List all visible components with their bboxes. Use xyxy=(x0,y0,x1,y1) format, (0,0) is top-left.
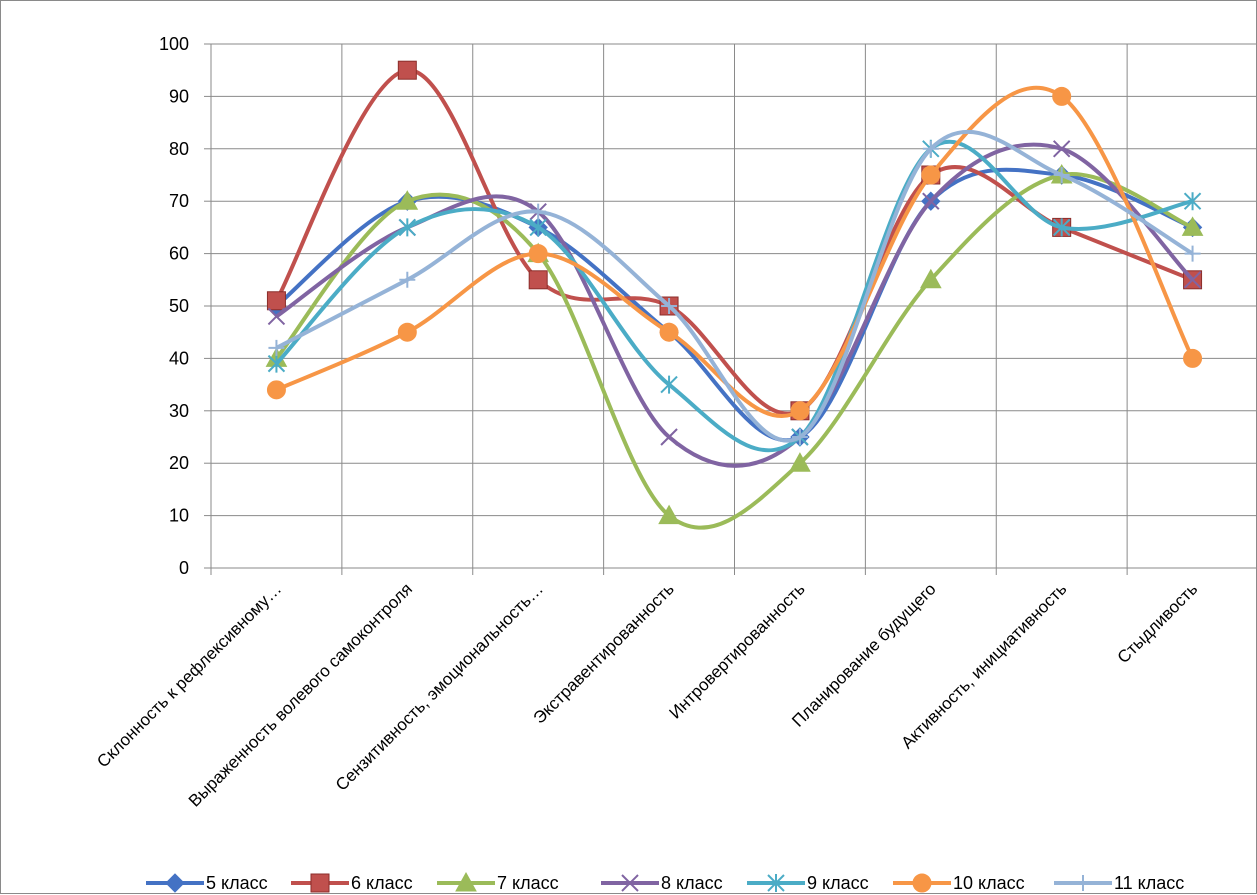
x-axis-ticks: Склонность к рефлексивному…Выраженность … xyxy=(93,579,1201,810)
x-tick-label: Планирование будущего xyxy=(788,579,939,730)
data-point xyxy=(919,268,942,289)
data-point xyxy=(268,339,285,356)
data-point xyxy=(659,322,679,342)
y-tick-label: 80 xyxy=(169,139,189,159)
data-point xyxy=(790,401,810,421)
data-point xyxy=(397,322,417,342)
y-tick-label: 70 xyxy=(169,191,189,211)
legend-marker xyxy=(310,873,330,893)
data-point xyxy=(1052,140,1071,158)
data-point xyxy=(529,218,547,237)
legend-item: 8 класс xyxy=(601,873,723,893)
data-point xyxy=(1181,216,1204,236)
legend-label: 8 класс xyxy=(661,873,723,893)
legend-label: 5 класс xyxy=(206,873,268,893)
data-point xyxy=(1052,86,1072,106)
data-point xyxy=(396,190,419,210)
y-tick-label: 50 xyxy=(169,296,189,316)
series-6 xyxy=(266,85,1203,421)
data-point xyxy=(1053,167,1070,183)
data-point xyxy=(922,192,940,210)
legend-item: 5 класс xyxy=(146,873,268,893)
data-point xyxy=(266,380,286,400)
data-point xyxy=(399,271,416,288)
x-tick-label: Интровертированность xyxy=(666,579,809,722)
data-point xyxy=(921,165,941,185)
data-point xyxy=(660,375,678,394)
y-tick-label: 30 xyxy=(169,401,189,421)
data-point xyxy=(528,244,548,264)
data-point xyxy=(266,291,286,311)
x-tick-label: Стыдливость xyxy=(1114,579,1202,667)
y-axis-ticks: 0 10 20 30 40 50 60 70 80 90 100 xyxy=(159,34,211,578)
legend-marker xyxy=(455,871,477,892)
legend: 5 класс 6 класс 7 класс 8 класс 9 класс 10 кл… xyxy=(146,871,1184,893)
series-line xyxy=(275,129,1194,443)
series-7 xyxy=(268,129,1201,445)
legend-marker xyxy=(912,873,932,893)
legend-marker xyxy=(165,873,185,893)
data-point xyxy=(661,298,678,314)
series-line xyxy=(274,172,1194,530)
legend-label: 6 класс xyxy=(351,873,413,893)
data-point xyxy=(530,203,547,220)
data-point xyxy=(658,504,680,525)
y-tick-label: 20 xyxy=(169,453,189,473)
legend-label: 10 класс xyxy=(953,873,1025,893)
y-tick-label: 0 xyxy=(179,558,189,578)
y-tick-label: 90 xyxy=(169,86,189,106)
x-tick-label: Сензитивность, эмоциональность… xyxy=(332,579,547,794)
legend-item: 10 класс xyxy=(893,873,1025,893)
data-point xyxy=(791,429,808,445)
legend-item: 9 класс xyxy=(747,873,869,893)
series-line xyxy=(274,139,1193,453)
data-point xyxy=(267,354,286,373)
series-group xyxy=(265,60,1204,530)
legend-marker xyxy=(1075,875,1091,891)
x-tick-label: Экстравентированность xyxy=(530,579,678,727)
data-point xyxy=(1183,192,1202,211)
data-point xyxy=(398,218,417,237)
data-point xyxy=(1052,218,1071,237)
data-point xyxy=(1183,271,1202,289)
legend-label: 9 класс xyxy=(807,873,869,893)
y-tick-label: 40 xyxy=(169,348,189,368)
y-tick-label: 100 xyxy=(159,34,189,54)
data-point xyxy=(528,270,548,290)
data-point xyxy=(1183,348,1203,368)
data-point xyxy=(397,60,417,80)
y-tick-label: 60 xyxy=(169,244,189,264)
data-point xyxy=(267,307,286,326)
x-tick-label: Выраженность волевого самоконтроля xyxy=(185,579,416,810)
data-point xyxy=(789,452,811,472)
data-point xyxy=(922,140,939,157)
legend-item: 7 класс xyxy=(437,871,559,893)
legend-marker xyxy=(621,874,639,892)
legend-label: 11 класс xyxy=(1114,873,1184,893)
gridlines xyxy=(211,43,1257,575)
legend-label: 7 класс xyxy=(497,873,559,893)
data-point xyxy=(660,428,678,446)
series-5 xyxy=(267,139,1202,453)
y-tick-label: 10 xyxy=(169,506,189,526)
legend-marker xyxy=(767,874,785,892)
legend-item: 11 класс xyxy=(1054,873,1184,893)
data-point xyxy=(1184,245,1201,262)
legend-item: 6 класс xyxy=(291,873,413,893)
